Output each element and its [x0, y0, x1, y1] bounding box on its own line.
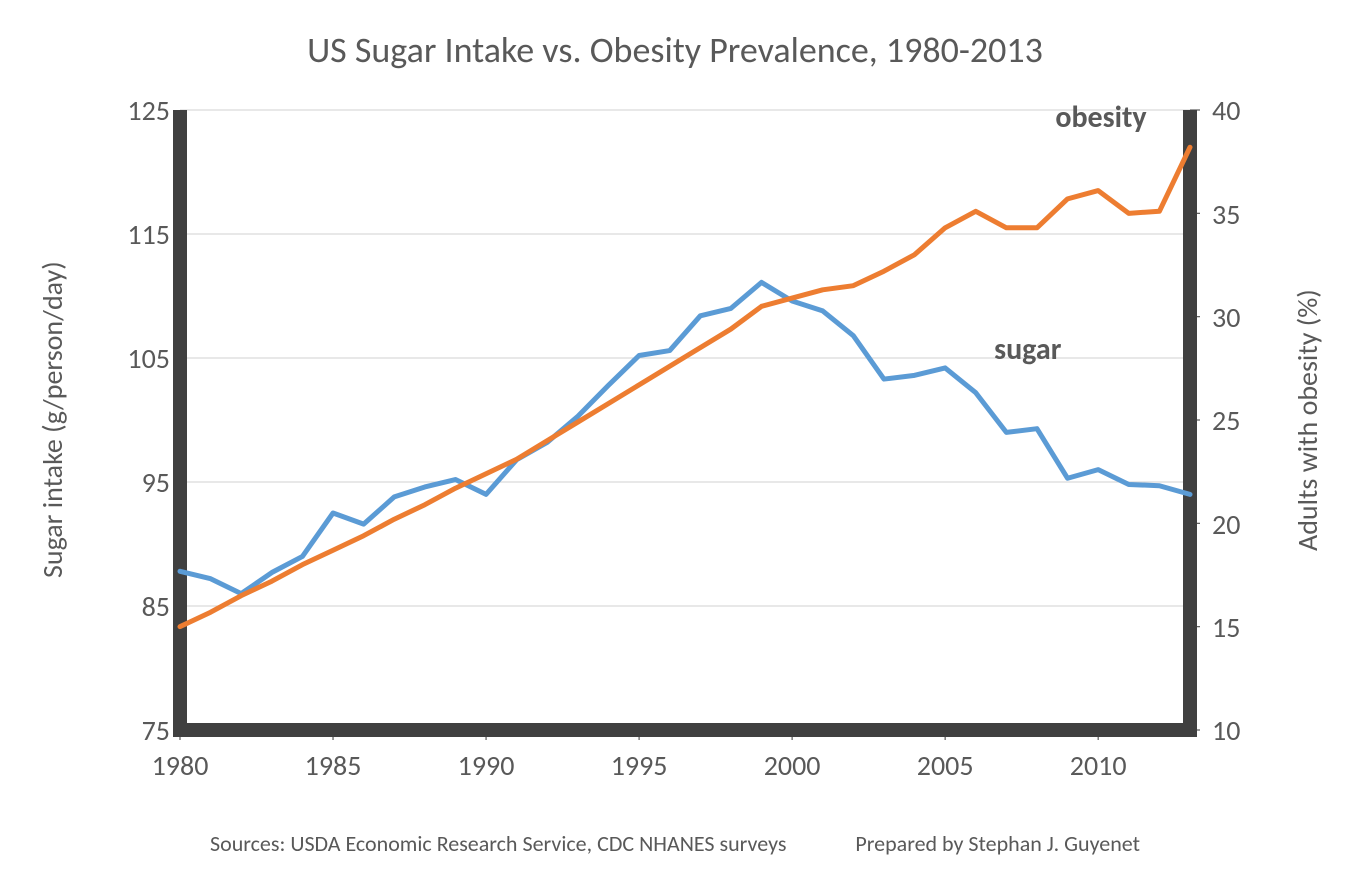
x-tick-label: 1980: [152, 748, 209, 783]
obesity-series-annotation: obesity: [1055, 99, 1146, 136]
y-left-tick-label: 115: [100, 217, 170, 252]
y-left-tick-label: 85: [100, 589, 170, 624]
y-left-tick-label: 125: [100, 93, 170, 128]
plot-area: [0, 0, 1350, 875]
chart-container: US Sugar Intake vs. Obesity Prevalence, …: [0, 0, 1350, 875]
y-right-tick-label: 10: [1212, 713, 1240, 748]
footer-credit-text: Prepared by Stephan J. Guyenet: [855, 830, 1140, 857]
y-left-tick-label: 95: [100, 465, 170, 500]
y-right-tick-label: 40: [1212, 93, 1240, 128]
y-right-tick-label: 35: [1212, 197, 1240, 232]
x-tick-label: 2005: [917, 748, 974, 783]
x-tick-label: 1995: [611, 748, 668, 783]
footer-source-text: Sources: USDA Economic Research Service,…: [210, 830, 786, 857]
sugar-series-annotation: sugar: [994, 331, 1061, 368]
x-tick-label: 1990: [458, 748, 515, 783]
chart-footer: Sources: USDA Economic Research Service,…: [0, 830, 1350, 857]
y-right-tick-label: 20: [1212, 507, 1240, 542]
y-right-tick-label: 25: [1212, 403, 1240, 438]
x-tick-label: 2000: [764, 748, 821, 783]
x-tick-label: 1985: [305, 748, 362, 783]
y-right-tick-label: 30: [1212, 300, 1240, 335]
y-left-tick-label: 105: [100, 341, 170, 376]
x-tick-label: 2010: [1070, 748, 1127, 783]
y-right-tick-label: 15: [1212, 610, 1240, 645]
y-left-tick-label: 75: [100, 713, 170, 748]
